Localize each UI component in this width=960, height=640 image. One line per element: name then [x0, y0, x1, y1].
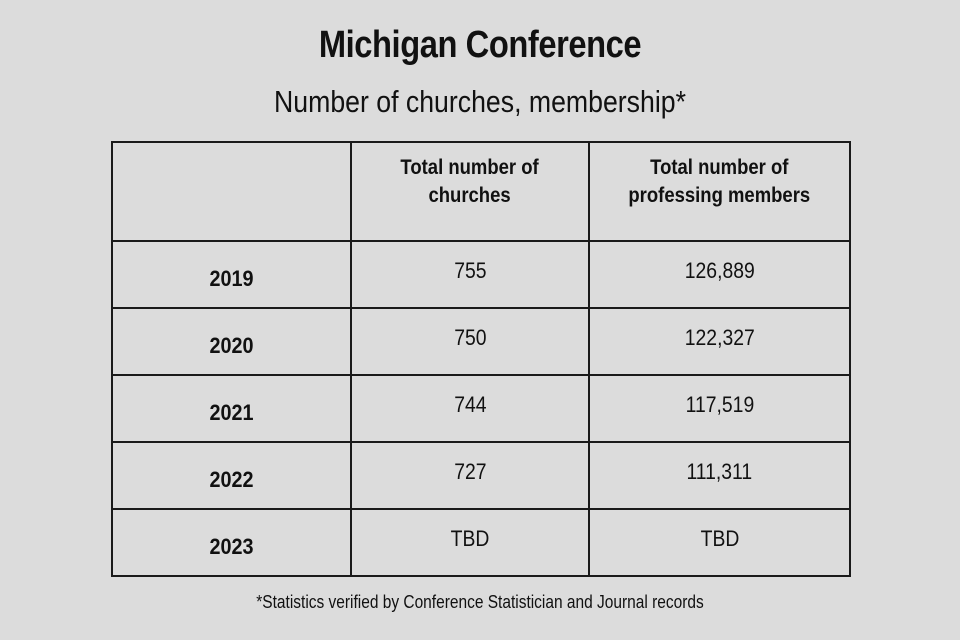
header-churches-line2: churches	[428, 183, 512, 207]
year-cell-value: 2019	[209, 265, 254, 291]
churches-cell: 744	[350, 374, 590, 443]
churches-cell-value: 750	[453, 324, 487, 350]
members-cell-value: 117,519	[685, 391, 754, 417]
year-cell-value: 2021	[209, 399, 254, 425]
header-label-members: Total number of professing members	[629, 154, 811, 210]
members-cell-value: TBD	[700, 525, 739, 551]
header-cell-members: Total number of professing members	[588, 141, 851, 242]
members-cell: 111,311	[588, 441, 851, 510]
churches-cell-value: 744	[453, 391, 487, 417]
members-cell-value: 126,889	[684, 257, 755, 283]
churches-cell-value: 727	[453, 458, 487, 484]
header-members-line2: professing members	[628, 183, 811, 207]
churches-cell: 755	[350, 240, 590, 309]
year-cell: 2022	[111, 441, 352, 510]
footnote: *Statistics verified by Conference Stati…	[256, 592, 704, 612]
table-header-row: Total number of churches Total number of p…	[111, 141, 851, 242]
members-cell: 122,327	[588, 307, 851, 376]
header-cell-churches: Total number of churches	[350, 141, 590, 242]
churches-cell: TBD	[350, 508, 590, 577]
year-cell: 2023	[111, 508, 352, 577]
chart-subtitle: Number of churches, membership*	[274, 84, 686, 119]
churches-cell-value: TBD	[450, 525, 490, 551]
data-table: Total number of churches Total number of p…	[111, 141, 851, 577]
table-body: 2019 755 126,889 2020 750 122,327 2021 744 117,5…	[111, 240, 851, 577]
table-row: 2019 755 126,889	[111, 240, 851, 309]
header-label-churches: Total number of churches	[401, 154, 539, 210]
churches-cell: 750	[350, 307, 590, 376]
churches-cell: 727	[350, 441, 590, 510]
year-cell-value: 2023	[209, 533, 254, 559]
header-members-line1: Total number of	[650, 155, 789, 179]
table-row: 2023 TBD TBD	[111, 508, 851, 577]
members-cell: TBD	[588, 508, 851, 577]
table-row: 2021 744 117,519	[111, 374, 851, 443]
year-cell-value: 2020	[209, 332, 254, 358]
header-churches-line1: Total number of	[400, 155, 540, 179]
chart-title: Michigan Conference	[318, 24, 642, 66]
members-cell: 117,519	[588, 374, 851, 443]
table-row: 2022 727 111,311	[111, 441, 851, 510]
year-cell: 2020	[111, 307, 352, 376]
table-row: 2020 750 122,327	[111, 307, 851, 376]
members-cell-value: 111,311	[686, 458, 753, 484]
year-cell-value: 2022	[209, 466, 254, 492]
churches-cell-value: 755	[453, 257, 487, 283]
header-corner-cell	[111, 141, 352, 242]
members-cell: 126,889	[588, 240, 851, 309]
members-cell-value: 122,327	[684, 324, 755, 350]
year-cell: 2021	[111, 374, 352, 443]
year-cell: 2019	[111, 240, 352, 309]
